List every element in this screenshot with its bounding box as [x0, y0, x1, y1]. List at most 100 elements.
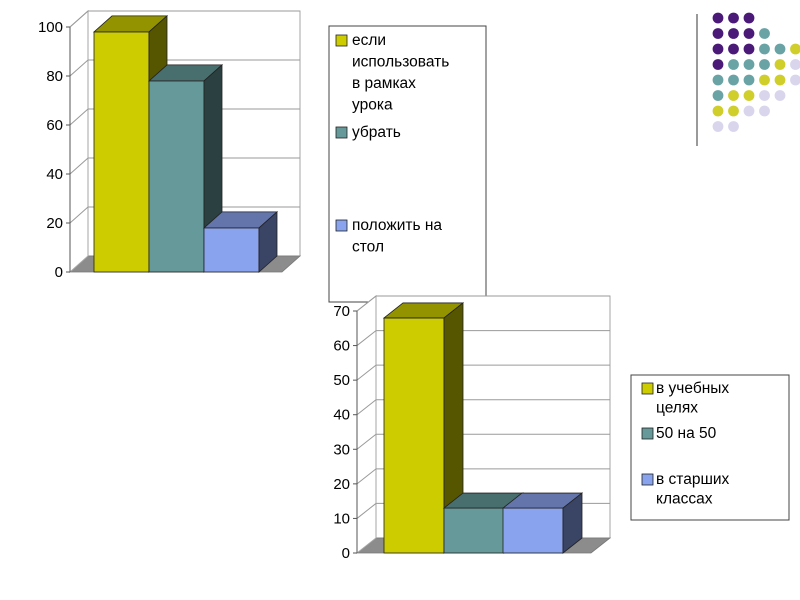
legend-label: 50 на 50: [656, 425, 717, 442]
legend-box: [630, 374, 790, 521]
decor-dot-purple: [728, 28, 739, 39]
gridline: [356, 295, 610, 312]
decor-dot-yellow: [790, 43, 800, 55]
decorative-dot-pattern: [696, 12, 800, 146]
legend-swatch: [335, 34, 348, 47]
y-tick-label: 100: [38, 19, 63, 36]
decor-dot-lavender: [759, 90, 770, 101]
legend-label: в учебных: [656, 380, 729, 397]
decor-dot-lavender: [712, 121, 724, 132]
decor-dot-teal: [759, 28, 770, 39]
gridline: [356, 399, 610, 416]
legend-label: целях: [656, 400, 698, 417]
chart-side-wall: [69, 9, 89, 274]
legend-item: 50 на 50: [641, 425, 717, 442]
y-tick-label: 0: [342, 545, 350, 562]
y-tick-label: 60: [333, 338, 350, 355]
gridline: [69, 10, 300, 28]
decor-dot-purple: [743, 28, 755, 39]
y-tick-label: 50: [333, 372, 350, 389]
legend-swatch: [335, 126, 348, 139]
decor-dot-yellow: [774, 74, 786, 86]
legend-label: убрать: [352, 124, 401, 141]
legend-item: убрать: [335, 124, 401, 141]
decor-dot-teal: [759, 59, 770, 70]
bar-3: [202, 211, 279, 273]
decor-dot-teal: [743, 74, 755, 86]
gridline: [356, 364, 610, 381]
decor-dot-yellow: [759, 74, 770, 86]
decor-dot-teal: [712, 90, 724, 101]
decor-dot-lavender: [774, 90, 786, 101]
legend-item: если использовать в рамках урока: [335, 32, 449, 114]
y-tick-label: 60: [46, 117, 63, 134]
bar-front-face: [203, 227, 260, 273]
decor-dot-teal: [712, 74, 724, 86]
legend-swatch: [641, 427, 654, 440]
legend-swatch: [641, 473, 654, 486]
decor-dot-lavender: [728, 121, 739, 132]
y-tick-label: 20: [46, 215, 63, 232]
legend-label: если: [352, 32, 386, 49]
legend-label: в рамках: [352, 75, 416, 92]
decor-dot-yellow: [728, 90, 739, 101]
decor-dot-purple: [712, 28, 724, 39]
legend-item: в учебных целях: [641, 380, 729, 417]
legend-label: использовать: [352, 54, 449, 71]
bar-side-face: [258, 211, 278, 273]
bar-front-face: [383, 317, 445, 554]
decor-dot-teal: [774, 43, 786, 55]
bar-3: [501, 492, 584, 554]
legend-swatch: [641, 382, 654, 395]
gridline: [69, 206, 300, 224]
bar-front-face: [148, 80, 205, 273]
decor-dot-purple: [728, 43, 739, 55]
decor-dot-teal: [728, 74, 739, 86]
decor-dot-teal: [728, 59, 739, 70]
decor-dot-purple: [712, 59, 724, 70]
legend-label: положить на: [352, 217, 442, 234]
decor-dot-yellow: [728, 105, 739, 117]
bar-front-face: [93, 31, 150, 273]
decor-dot-purple: [743, 12, 755, 24]
decor-dot-lavender: [790, 59, 800, 70]
decor-dot-lavender: [790, 74, 800, 86]
chart-1-attitude: 0 20 40 60 80 100 если использовать в рамках урок…: [38, 9, 487, 303]
y-tick-label: 80: [46, 68, 63, 85]
gridline: [356, 468, 610, 485]
y-tick-label: 40: [333, 407, 350, 424]
decor-dot-purple: [743, 43, 755, 55]
chart-2-usage: 0 10 20 30 40 50 60 70 в учебных целях 50 на 50 в с…: [333, 294, 790, 562]
y-tick-label: 70: [333, 303, 350, 320]
gridline: [69, 157, 300, 175]
decor-dot-yellow: [743, 90, 755, 101]
decor-dot-lavender: [759, 105, 770, 117]
legend: если использовать в рамках урока убрать полож…: [328, 25, 487, 303]
y-tick-label: 20: [333, 476, 350, 493]
y-tick-label: 10: [333, 510, 350, 527]
decor-dot-yellow: [774, 59, 786, 70]
bar-front-face: [443, 507, 505, 554]
gridline: [69, 59, 300, 77]
y-tick-label: 40: [46, 166, 63, 183]
decor-dot-purple: [712, 12, 724, 24]
decor-dot-lavender: [743, 105, 755, 117]
bar-front-face: [502, 507, 564, 554]
legend-label: стол: [352, 239, 384, 256]
legend-box: [328, 25, 487, 303]
legend-label: урока: [352, 97, 393, 114]
legend-swatch: [335, 219, 348, 232]
decor-dot-yellow: [712, 105, 724, 117]
bar-1: [382, 302, 465, 554]
decor-dot-teal: [759, 43, 770, 55]
gridline: [356, 433, 610, 450]
legend-item: положить на стол: [335, 217, 442, 256]
decor-dot-purple: [712, 43, 724, 55]
gridline: [356, 330, 610, 346]
legend-item: в старших классах: [641, 471, 730, 508]
y-tick-label: 30: [333, 441, 350, 458]
decor-dot-teal: [743, 59, 755, 70]
legend-label: классах: [656, 491, 713, 508]
chart-side-wall: [356, 294, 377, 555]
